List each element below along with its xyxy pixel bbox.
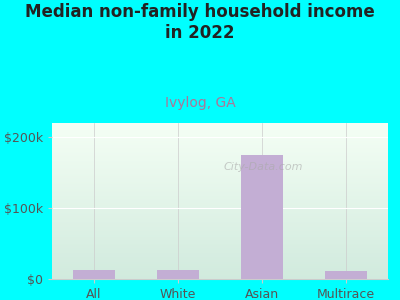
Text: Ivylog, GA: Ivylog, GA [165, 96, 235, 110]
Bar [325, 271, 367, 279]
Bar [157, 270, 199, 279]
Text: Median non-family household income
in 2022: Median non-family household income in 20… [25, 3, 375, 42]
Bar [73, 270, 115, 279]
Bar [241, 155, 283, 279]
Text: City-Data.com: City-Data.com [224, 162, 304, 172]
